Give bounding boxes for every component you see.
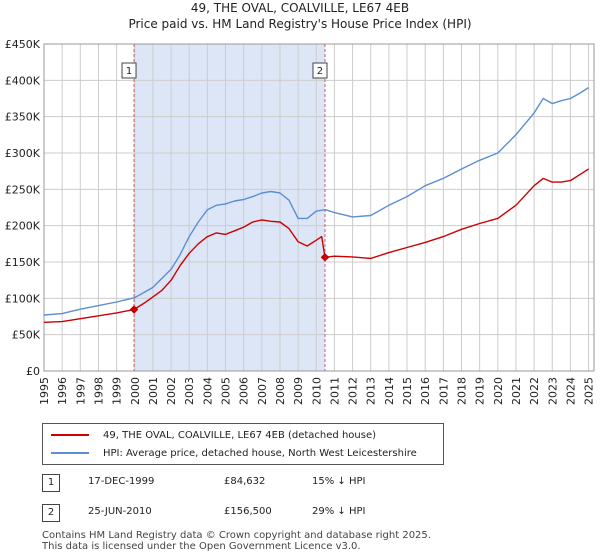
x-tick-label: 2023 [546, 377, 559, 405]
transaction-hpi-diff: 15% ↓ HPI [312, 476, 366, 487]
y-tick-label: £150K [5, 256, 41, 269]
plot-frame [43, 43, 595, 372]
y-tick-label: £0 [26, 365, 40, 378]
x-tick-label: 2016 [419, 377, 432, 405]
x-tick-label: 2012 [347, 377, 360, 405]
x-tick-label: 2014 [383, 377, 396, 405]
x-tick-label: 2007 [256, 377, 269, 405]
x-tick-label: 2004 [201, 377, 214, 405]
x-tick-label: 2017 [437, 377, 450, 405]
x-tick-label: 1999 [111, 377, 124, 405]
transaction-date: 25-JUN-2010 [88, 506, 152, 517]
transaction-price: £84,632 [224, 476, 266, 487]
x-tick-label: 2005 [220, 377, 233, 405]
chart-subtitle: Price paid vs. HM Land Registry's House … [128, 17, 472, 31]
x-tick-label: 1998 [92, 377, 105, 405]
x-tick-label: 2010 [310, 377, 323, 405]
legend-label-property: 49, THE OVAL, COALVILLE, LE67 4EB (detac… [103, 429, 377, 441]
y-tick-label: £350K [5, 111, 41, 124]
y-tick-label: £50K [12, 329, 41, 342]
x-tick-label: 2013 [365, 377, 378, 405]
property-price-line [43, 168, 589, 323]
transaction-date: 17-DEC-1999 [88, 476, 155, 487]
chart-legend: 49, THE OVAL, COALVILLE, LE67 4EB (detac… [42, 423, 444, 465]
footer-licence: This data is licensed under the Open Gov… [42, 541, 361, 552]
property-line-swatch [51, 434, 89, 436]
sale-label-box [312, 62, 328, 79]
x-tick-label: 2025 [583, 377, 596, 405]
hpi-line-swatch [51, 452, 89, 454]
x-tick-label: 2011 [328, 377, 341, 405]
legend-item-property: 49, THE OVAL, COALVILLE, LE67 4EB (detac… [51, 427, 376, 443]
x-tick-label: 2002 [165, 377, 178, 405]
legend-item-hpi: HPI: Average price, detached house, Nort… [51, 445, 417, 461]
sale-label: 1 [126, 66, 132, 77]
x-tick-label: 2022 [528, 377, 541, 405]
x-tick-label: 2015 [401, 377, 414, 405]
sale-label-box [121, 62, 137, 79]
x-tick-label: 2001 [147, 377, 160, 405]
x-tick-label: 2020 [492, 377, 505, 405]
x-tick-label: 2018 [455, 377, 468, 405]
sale-point [320, 252, 330, 262]
legend-label-hpi: HPI: Average price, detached house, Nort… [103, 447, 417, 459]
chart-title: 49, THE OVAL, COALVILLE, LE67 4EB [190, 1, 410, 15]
price-chart: £0 £50K £100K £150K £200K £250K £300K £350K £400… [5, 38, 596, 405]
y-tick-label: £300K [5, 147, 41, 160]
transaction-badge: 2 [42, 504, 60, 522]
x-tick-label: 1997 [74, 377, 87, 405]
hpi-line [43, 87, 589, 316]
x-tick-label: 2021 [510, 377, 523, 405]
x-tick-label: 1996 [56, 377, 69, 405]
y-tick-label: £250K [5, 183, 41, 196]
transaction-hpi-diff: 29% ↓ HPI [312, 506, 366, 517]
x-tick-label: 2000 [129, 377, 142, 405]
shaded-period [134, 44, 325, 371]
x-tick-label: 2006 [238, 377, 251, 405]
x-tick-label: 2008 [274, 377, 287, 405]
x-tick-label: 2019 [474, 377, 487, 405]
footer-attribution: Contains HM Land Registry data © Crown c… [42, 530, 431, 552]
x-tick-label: 1995 [38, 377, 51, 405]
transaction-price: £156,500 [224, 506, 272, 517]
sale-label: 2 [317, 66, 323, 77]
x-tick-label: 2024 [564, 377, 577, 405]
transaction-badge: 1 [42, 474, 60, 492]
footer-copyright: Contains HM Land Registry data © Crown c… [42, 530, 431, 541]
x-tick-label: 2003 [183, 377, 196, 405]
sale-point [129, 305, 139, 314]
y-tick-label: £400K [5, 74, 41, 87]
y-tick-label: £200K [5, 220, 41, 233]
y-tick-label: £450K [5, 38, 41, 51]
y-tick-label: £100K [5, 292, 41, 305]
x-tick-label: 2009 [292, 377, 305, 405]
